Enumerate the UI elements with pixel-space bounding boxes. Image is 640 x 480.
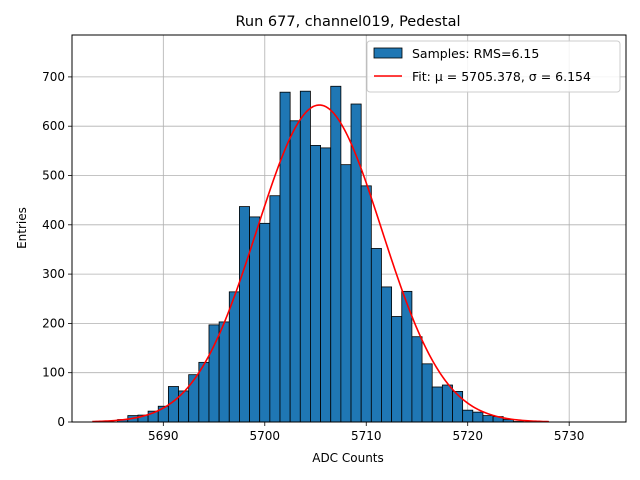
y-tick-label: 600 — [42, 119, 65, 133]
histogram-bar — [462, 409, 474, 423]
histogram-bar — [441, 384, 453, 423]
x-tick-label: 5700 — [250, 429, 281, 443]
legend-fit-label: Fit: μ = 5705.378, σ = 6.154 — [412, 69, 591, 84]
y-tick-label: 700 — [42, 70, 65, 84]
histogram-bar — [239, 206, 250, 423]
y-axis-ticks: 0 100 200 300 400 500 600 700 — [42, 70, 72, 429]
fit-curve — [92, 104, 549, 423]
histogram-bar — [218, 321, 230, 423]
histogram-bar — [320, 147, 332, 423]
histogram-bar — [269, 195, 281, 423]
histogram-bar — [421, 363, 433, 423]
x-tick-label: 5720 — [452, 429, 483, 443]
y-tick-label: 0 — [57, 415, 65, 429]
histogram-bar — [188, 374, 200, 423]
legend: Samples: RMS=6.15 Fit: μ = 5705.378, σ =… — [366, 40, 621, 93]
histogram-bar — [299, 90, 311, 423]
histogram-bars — [117, 85, 524, 423]
y-tick-label: 500 — [42, 169, 65, 183]
legend-samples-label: Samples: RMS=6.15 — [412, 46, 539, 61]
x-axis-ticks: 5690 5700 5710 5720 5730 — [148, 422, 584, 443]
y-tick-label: 400 — [42, 218, 65, 232]
histogram-bar — [228, 291, 240, 423]
histogram-bar — [431, 386, 443, 423]
y-tick-label: 100 — [42, 366, 65, 380]
y-tick-label: 200 — [42, 316, 65, 330]
plot-frame — [71, 34, 627, 423]
legend-box — [366, 40, 621, 93]
histogram-bar — [289, 120, 301, 423]
legend-bar-swatch — [373, 47, 403, 59]
histogram-bar — [360, 185, 372, 423]
histogram-bar — [340, 164, 352, 423]
x-tick-label: 5690 — [148, 429, 179, 443]
histogram-bar — [411, 336, 423, 423]
histogram-bar — [482, 415, 494, 423]
histogram-bar — [370, 248, 382, 423]
histogram-bar — [310, 145, 321, 423]
histogram-bar — [452, 391, 464, 423]
y-axis-label: Entries — [15, 207, 29, 249]
histogram-bar — [350, 103, 362, 423]
histogram-bar — [330, 85, 342, 423]
histogram-bar — [391, 316, 403, 423]
x-tick-label: 5730 — [554, 429, 585, 443]
y-tick-label: 300 — [42, 267, 65, 281]
histogram-bar — [259, 222, 271, 423]
x-axis-label: ADC Counts — [312, 451, 384, 465]
histogram-bar — [472, 411, 484, 423]
x-tick-label: 5710 — [351, 429, 382, 443]
chart-title: Run 677, channel019, Pedestal — [235, 14, 460, 30]
histogram-bar — [381, 286, 393, 423]
